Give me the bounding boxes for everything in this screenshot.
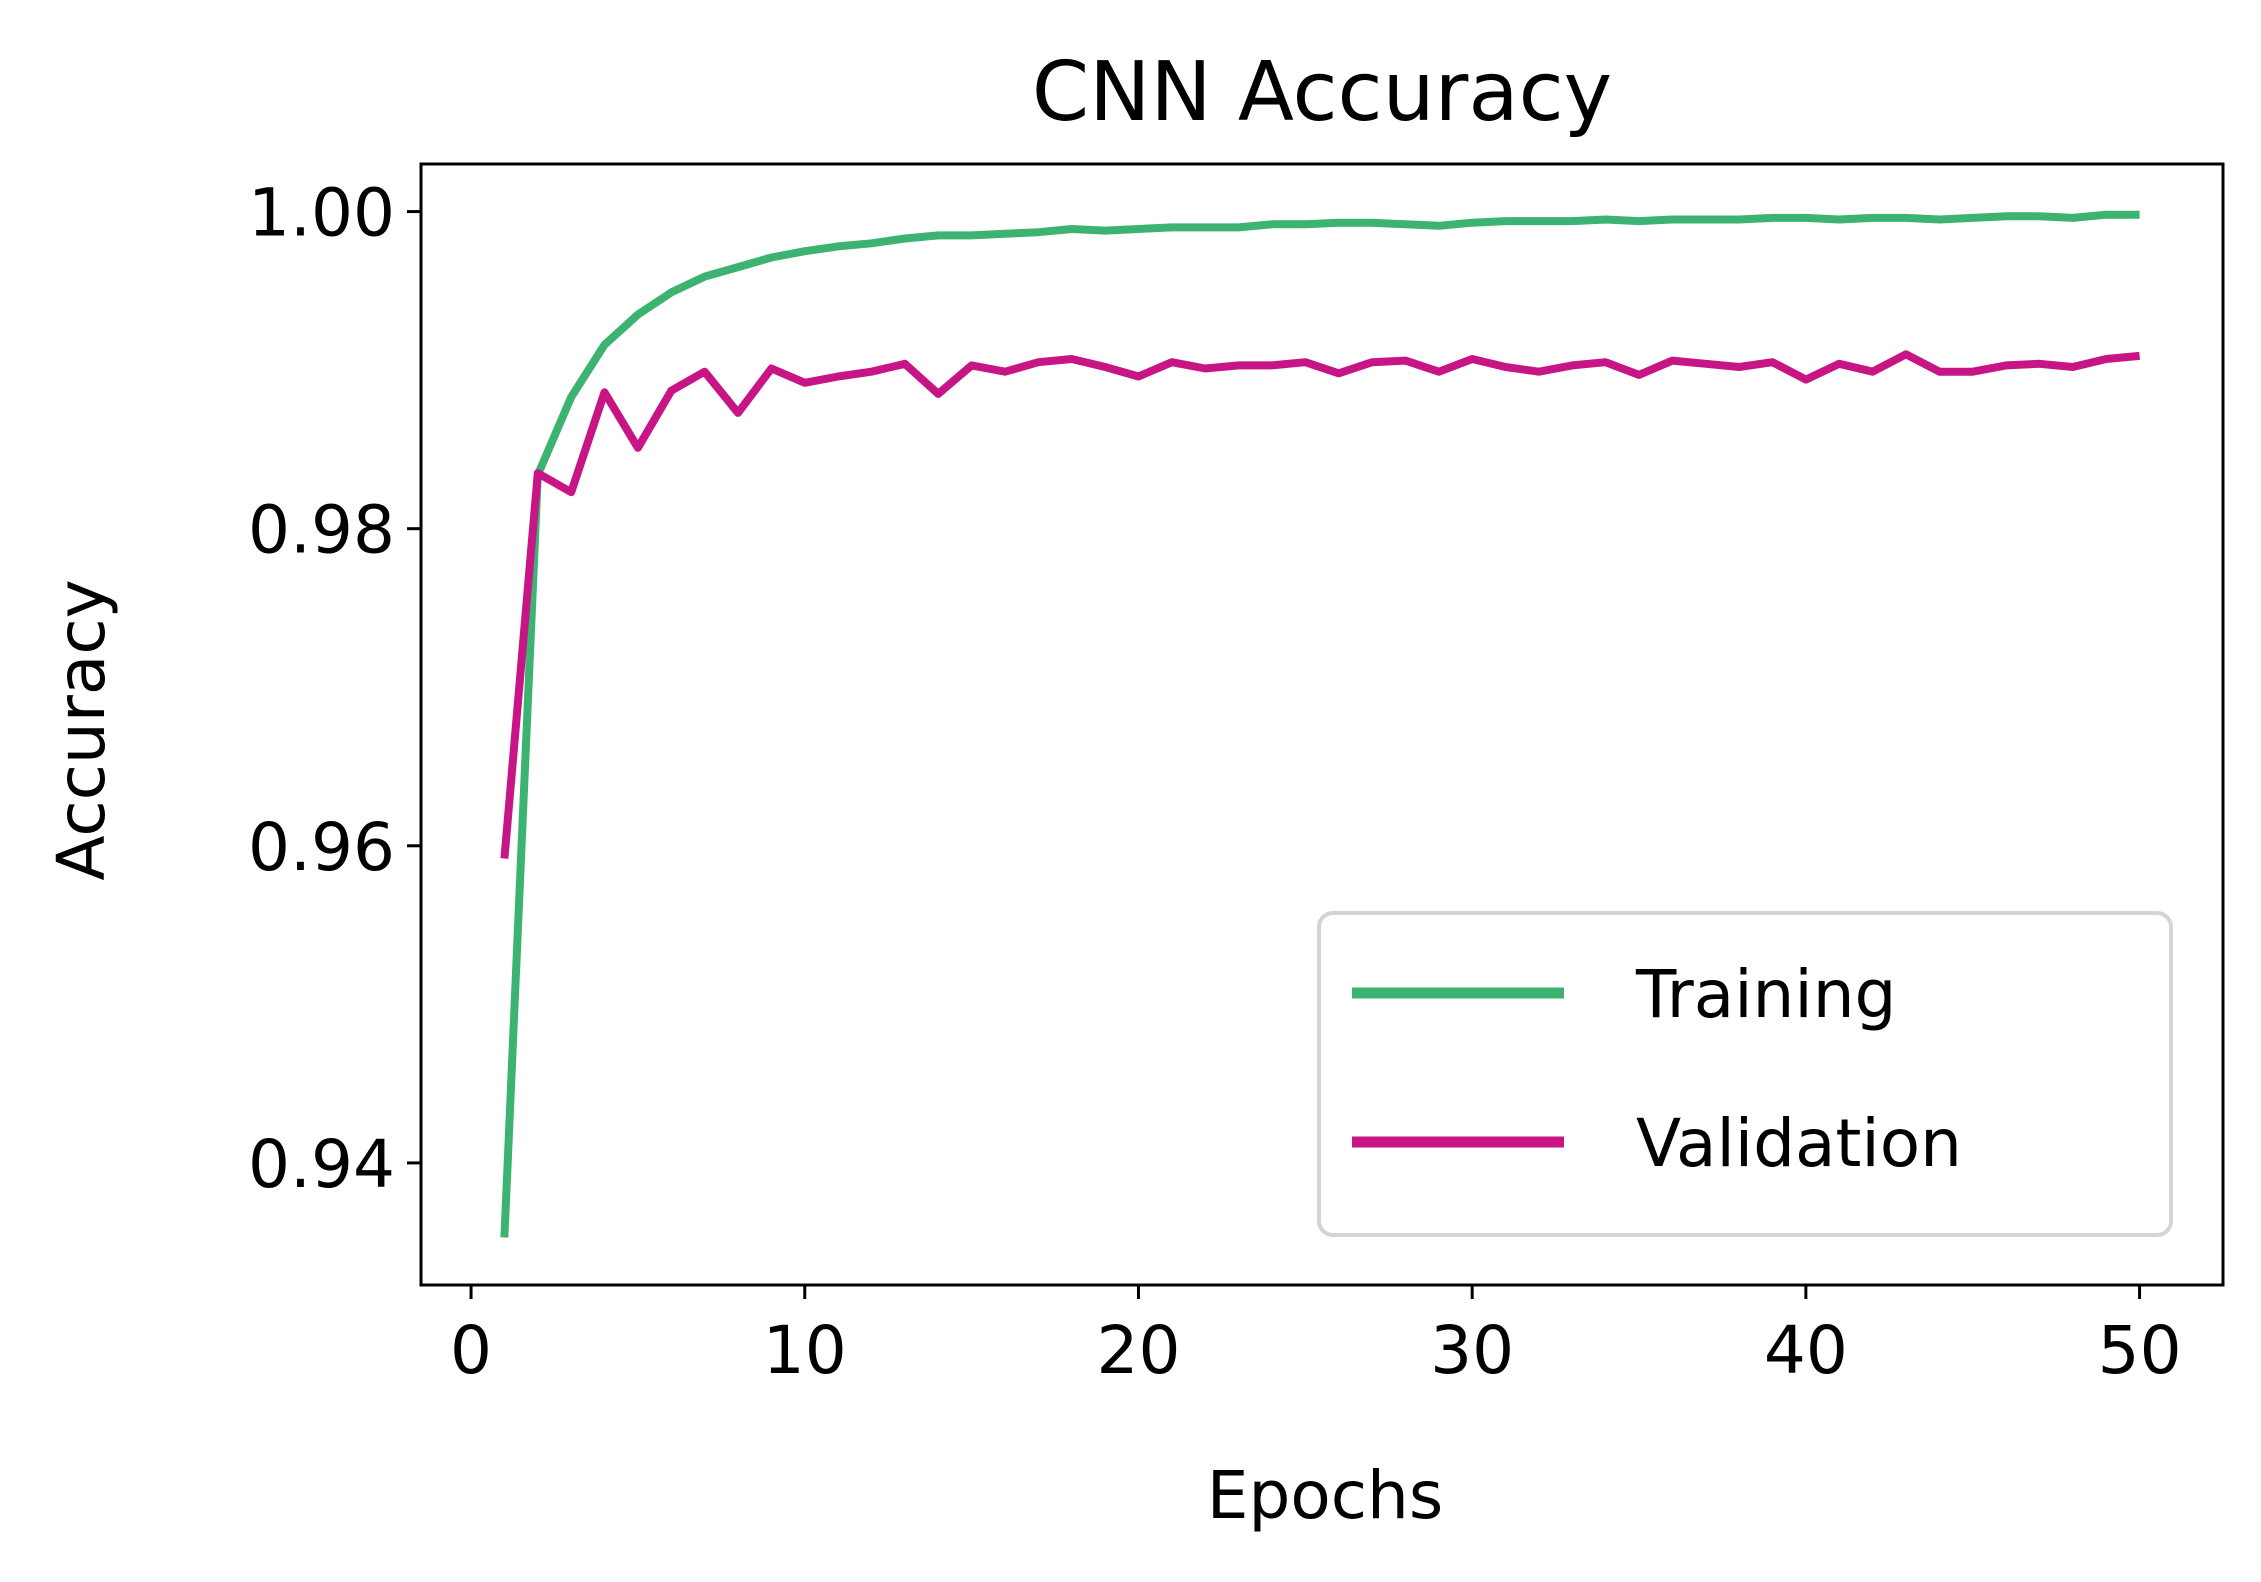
chart-title: CNN Accuracy: [1032, 45, 1612, 140]
x-tick-label: 20: [1096, 1312, 1180, 1389]
x-tick-label: 0: [450, 1312, 492, 1389]
x-axis-ticks: 0 10 20 30 40 50: [450, 1285, 2182, 1389]
x-tick-label: 50: [2098, 1312, 2182, 1389]
series-line-training: [500, 210, 2140, 1238]
x-axis-label: Epochs: [1207, 1457, 1443, 1534]
legend-label-validation: Validation: [1636, 1105, 1962, 1182]
legend: Training Validation: [1317, 911, 2173, 1237]
legend-label-training: Training: [1635, 956, 1896, 1033]
y-tick-label: 0.98: [248, 492, 395, 569]
x-tick-label: 10: [763, 1312, 847, 1389]
plot-frame: [419, 162, 2225, 1287]
x-tick-label: 40: [1764, 1312, 1848, 1389]
y-axis-ticks: 0.94 0.96 0.98 1.00: [248, 175, 421, 1203]
x-tick-label: 30: [1430, 1312, 1514, 1389]
y-tick-label: 1.00: [248, 175, 395, 252]
series-layer: [500, 210, 2140, 1238]
series-line-validation: [500, 350, 2140, 859]
y-axis-label: Accuracy: [43, 579, 120, 880]
y-tick-label: 0.94: [248, 1126, 395, 1203]
y-tick-label: 0.96: [248, 809, 395, 886]
